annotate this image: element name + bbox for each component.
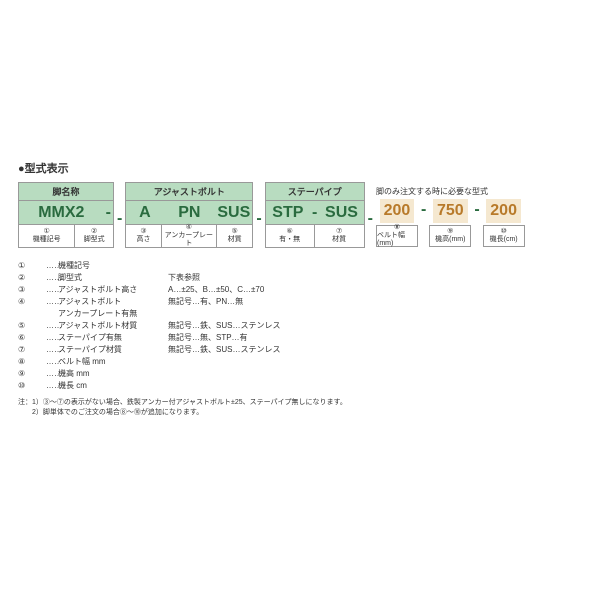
c4n: ④ [186,224,192,232]
legend-num: ④ [18,296,46,320]
legend-num: ⑦ [18,344,46,356]
legend-term: ステーパイプ材質 [58,344,168,356]
c2n: ② [91,228,97,236]
box2-main: A PN SUS [126,201,252,225]
right-group: 脚のみ注文する時に必要な型式 200 ⑧ベルト幅(mm) - 750 ⑨機高(m… [376,182,525,247]
tall-1: 750 ⑨機高(mm) [429,199,471,247]
legend-term: 機高 mm [58,368,168,380]
legend-val: A…±25、B…±50、C…±70 [168,284,264,296]
t0v: 200 [380,199,415,223]
t1n: ⑨ [447,228,453,236]
legend-num: ⑨ [18,368,46,380]
c3t: 高さ [136,236,150,244]
notes: 注：1）③〜⑦の表示がない場合、鉄製アンカー付アジャストボルト±25、ステーパイ… [18,398,582,418]
section-title: ●型式表示 [18,160,582,176]
dash-2: - [255,182,262,228]
right-header: 脚のみ注文する時に必要な型式 [376,186,525,197]
legend-dots: …… [46,320,58,332]
dash-5: - [473,199,480,219]
dash-1: - [116,182,123,228]
legend-term: アジャストボルト材質 [58,320,168,332]
c1n: ① [44,228,50,236]
legend-term: 脚型式 [58,272,168,284]
b2v1: PN [163,204,215,222]
c1t: 機種記号 [33,236,61,244]
b2v0: A [126,204,163,222]
t1t: 機高(mm) [435,236,465,244]
legend-term: アジャストボルト高さ [58,284,168,296]
legend-num: ① [18,260,46,272]
box1-sub: ①機種記号 ②脚型式 [19,225,113,247]
c5t: 材質 [228,236,242,244]
legend-val: 無記号…有、PN…無 [168,296,243,320]
c7n: ⑦ [336,228,342,236]
legend-dots: …… [46,344,58,356]
box-adjust-bolt: アジャストボルト A PN SUS ③高さ ④アンカープレート ⑤材質 [125,182,253,248]
box3-header: ステーパイプ [266,183,364,201]
t1v: 750 [433,199,468,223]
c6n: ⑥ [287,228,293,236]
t2t: 機長(cm) [490,236,518,244]
dash-4: - [420,199,427,219]
legend-dots: …… [46,284,58,296]
legend-dots: …… [46,260,58,272]
model-row: 脚名称 MMX2 - ①機種記号 ②脚型式 - アジャストボルト A PN SU… [18,182,582,248]
legend-dots: …… [46,272,58,284]
box1-v0: MMX2 [19,204,104,222]
legend-num: ⑤ [18,320,46,332]
legend-dots: …… [46,368,58,380]
legend-num: ③ [18,284,46,296]
legend: ①……機種記号②……脚型式下表参照③……アジャストボルト高さA…±25、B…±5… [18,260,582,392]
c2t: 脚型式 [84,236,105,244]
legend-num: ⑥ [18,332,46,344]
box-stay-pipe: ステーパイプ STP - SUS ⑥有・無 ⑦材質 [265,182,365,248]
box1-header: 脚名称 [19,183,113,201]
t2n: ⑩ [501,228,507,236]
c4t: アンカープレート [162,232,216,247]
b3v2: SUS [319,204,363,222]
dash-3: - [367,182,374,228]
legend-term: 機長 cm [58,380,168,392]
b3v0: STP [266,204,310,222]
c7t: 材質 [332,236,346,244]
legend-num: ② [18,272,46,284]
tall-2: 200 ⑩機長(cm) [483,199,525,247]
box1-v1: - [104,204,113,222]
note-line: 2）脚単体でのご注文の場合⑧〜⑩が追加になります。 [18,408,582,418]
legend-val: 下表参照 [168,272,200,284]
b3v1: - [310,204,319,222]
c3n: ③ [140,228,146,236]
legend-val: 無記号…鉄、SUS…ステンレス [168,344,280,356]
legend-dots: …… [46,296,58,320]
legend-dots: …… [46,380,58,392]
legend-dots: …… [46,356,58,368]
box3-main: STP - SUS [266,201,364,225]
t2v: 200 [486,199,521,223]
legend-term: 機種記号 [58,260,168,272]
note-line: 注：1）③〜⑦の表示がない場合、鉄製アンカー付アジャストボルト±25、ステーパイ… [18,398,582,408]
c6t: 有・無 [279,236,300,244]
legend-term: ベルト幅 mm [58,356,168,368]
legend-term: アジャストボルトアンカープレート有無 [58,296,168,320]
t0n: ⑧ [394,224,400,232]
box2-header: アジャストボルト [126,183,252,201]
tall-0: 200 ⑧ベルト幅(mm) [376,199,418,247]
box2-sub: ③高さ ④アンカープレート ⑤材質 [126,225,252,247]
legend-val: 無記号…鉄、SUS…ステンレス [168,320,280,332]
box-leg-name: 脚名称 MMX2 - ①機種記号 ②脚型式 [18,182,114,248]
legend-val: 無記号…無、STP…有 [168,332,248,344]
t0t: ベルト幅(mm) [377,232,417,247]
legend-num: ⑩ [18,380,46,392]
legend-dots: …… [46,332,58,344]
b2v2: SUS [215,204,252,222]
c5n: ⑤ [232,228,238,236]
box3-sub: ⑥有・無 ⑦材質 [266,225,364,247]
box1-main: MMX2 - [19,201,113,225]
legend-term: ステーパイプ有無 [58,332,168,344]
legend-num: ⑧ [18,356,46,368]
